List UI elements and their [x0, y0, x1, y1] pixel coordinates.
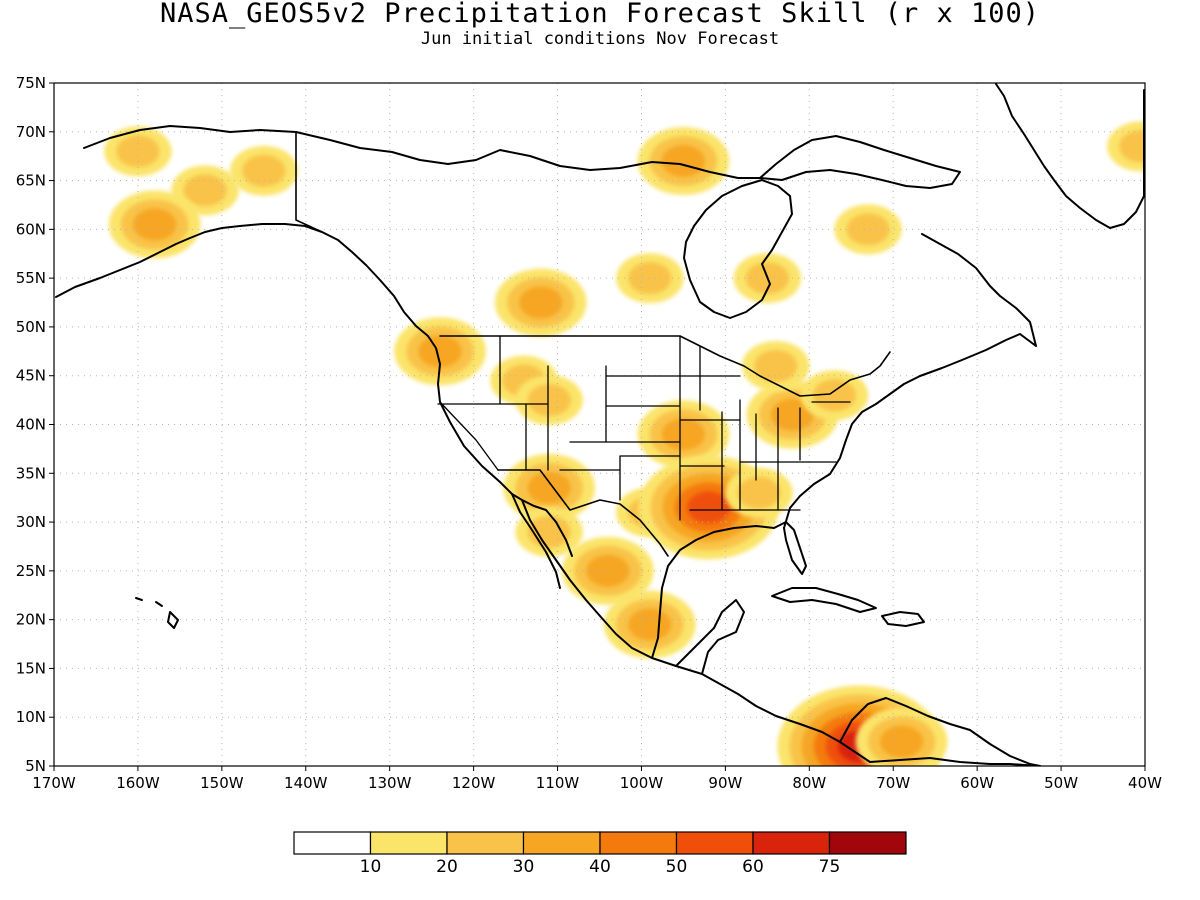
colorbar-label: 75: [819, 857, 841, 877]
us-state-borders: [437, 335, 851, 521]
y-tick-label: 30N: [16, 513, 46, 531]
skill-region-alaska-level-2: [183, 174, 227, 207]
hispaniola: [881, 611, 925, 627]
colorbar-swatch: [675, 831, 754, 855]
colorbar-label: 30: [513, 857, 535, 877]
baffin-island: [759, 135, 961, 189]
gulf-coast: [651, 521, 807, 659]
axes: 170W 160W 150W 140W 130W 120W 110W 100W 90W 80W 70…: [16, 74, 1162, 792]
skill-region-pacific-northwest-level-3: [418, 335, 462, 368]
colorbar-label: 60: [742, 857, 764, 877]
y-tick-label: 20N: [16, 611, 46, 629]
hudson-bay: [683, 179, 793, 319]
y-tick-label: 55N: [16, 269, 46, 287]
chart-subtitle: Jun initial conditions Nov Forecast: [420, 29, 780, 49]
colorbar-swatch: [828, 831, 907, 855]
skill-region-greenland-east-level-2: [1119, 130, 1145, 163]
colorbar-swatch: [293, 831, 372, 855]
colorbar-label: 10: [360, 857, 382, 877]
y-tick-label: 40N: [16, 416, 46, 434]
arctic-coast: [83, 125, 761, 179]
greenland: [995, 83, 1145, 229]
y-tick-label: 15N: [16, 659, 46, 677]
skill-region-mexico-central-level-3: [586, 554, 630, 587]
skill-region-labrador-level-2: [846, 213, 890, 246]
y-tick-label: 10N: [16, 708, 46, 726]
east-coast: [783, 233, 1037, 529]
x-tick-label: 140W: [284, 774, 328, 792]
south-america: [839, 697, 1041, 766]
skill-region-mexico-south-level-3: [628, 608, 672, 641]
y-tick-label: 45N: [16, 367, 46, 385]
skill-region-wyoming-level-2: [527, 384, 571, 417]
x-tick-label: 60W: [960, 774, 994, 792]
y-tick-label: 5N: [25, 757, 46, 775]
colorbar-label: 50: [666, 857, 688, 877]
skill-region-great-lakes-level-2: [754, 349, 798, 382]
colorbar-swatch: [522, 831, 601, 855]
cuba: [771, 587, 877, 613]
colorbar-swatch: [369, 831, 448, 855]
x-tick-label: 70W: [876, 774, 910, 792]
skill-region-kansas-missouri-level-3: [661, 418, 706, 451]
chart-title: NASA_GEOS5v2 Precipitation Forecast Skil…: [159, 0, 1041, 29]
x-tick-label: 160W: [116, 774, 160, 792]
skill-region-canada-prairies-level-2: [628, 262, 672, 295]
skill-region-southeast-us-level-2: [737, 476, 781, 509]
colorbar-label: 20: [436, 857, 458, 877]
plot-frame: [53, 82, 1146, 767]
skill-region-alaska-south-level-3: [133, 208, 177, 241]
colorbar: 10 20 30 40 50 60 75: [293, 831, 907, 877]
x-tick-label: 90W: [708, 774, 742, 792]
y-tick-label: 50N: [16, 318, 46, 336]
alaska-canada-border: [295, 131, 323, 233]
colorbar-label: 40: [589, 857, 611, 877]
skill-region-alaska-west-level-2: [116, 135, 160, 168]
colorbar-swatch: [752, 831, 831, 855]
us-mexico-border: [497, 469, 669, 557]
y-tick-label: 65N: [16, 172, 46, 190]
x-tick-label: 110W: [536, 774, 580, 792]
colorbar-swatch: [599, 831, 678, 855]
skill-region-british-columbia-north-level-3: [519, 286, 563, 319]
y-tick-label: 35N: [16, 464, 46, 482]
colorbar-swatch: [446, 831, 525, 855]
skill-region-northeast-us-level-2: [812, 379, 857, 412]
x-tick-label: 130W: [368, 774, 412, 792]
y-tick-label: 60N: [16, 220, 46, 238]
x-tick-label: 50W: [1044, 774, 1078, 792]
skill-region-venezuela-east-level-3: [880, 725, 924, 758]
yucatan: [675, 599, 745, 675]
x-tick-label: 40W: [1128, 774, 1162, 792]
skill-region-arizona-new-mexico-level-3: [527, 471, 571, 504]
skill-region-ohio-valley-level-3: [770, 398, 815, 431]
x-tick-label: 120W: [452, 774, 496, 792]
x-tick-label: 100W: [620, 774, 664, 792]
y-tick-label: 75N: [16, 74, 46, 92]
north-america-coastline: [55, 223, 1041, 766]
skill-region-louisiana-mississippi-level-5: [687, 491, 731, 524]
baja-coast: [511, 493, 573, 589]
x-tick-label: 80W: [792, 774, 826, 792]
y-tick-label: 25N: [16, 562, 46, 580]
skill-region-yukon-level-2: [242, 154, 286, 187]
y-tick-label: 70N: [16, 123, 46, 141]
skill-shading-layer: [104, 121, 1145, 766]
coastlines-and-borders: [55, 83, 1145, 766]
hawaii-islands: [135, 597, 179, 629]
x-tick-label: 170W: [32, 774, 76, 792]
skill-region-hudson-bay-north-level-3: [661, 145, 706, 178]
x-tick-label: 150W: [200, 774, 244, 792]
